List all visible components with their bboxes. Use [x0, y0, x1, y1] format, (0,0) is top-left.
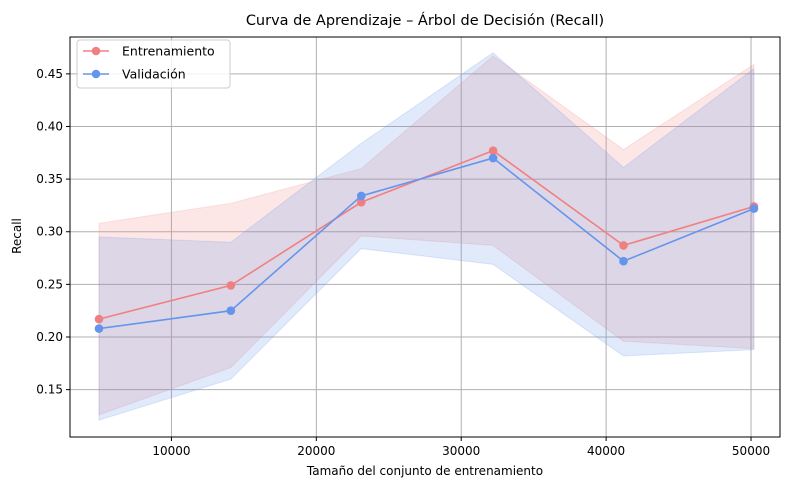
data-point [749, 204, 759, 213]
x-axis-label: Tamaño del conjunto de entrenamiento [306, 464, 543, 478]
x-tick-label: 10000 [152, 444, 190, 458]
confidence-band [98, 55, 755, 416]
y-tick-label: 0.25 [36, 277, 63, 291]
y-tick-label: 0.20 [36, 330, 63, 344]
legend-box [76, 39, 231, 89]
y-tick-label: 0.45 [36, 67, 63, 81]
plot-area: 10000 20000 30000 40000 50000 0.15 0.20 0.25 0.3… [36, 36, 781, 458]
legend-label: Validación [122, 67, 186, 82]
y-tick-label: 0.35 [36, 172, 63, 186]
legend: Entrenamiento Validación [76, 39, 231, 89]
legend-label: Entrenamiento [122, 44, 215, 59]
data-point [356, 191, 366, 201]
series-line [98, 157, 755, 330]
x-tick-label: 50000 [732, 444, 770, 458]
legend-marker [91, 69, 101, 79]
data-point [226, 306, 236, 315]
confidence-band [98, 52, 755, 421]
y-tick-label: 0.15 [36, 383, 63, 397]
x-tick-label: 20000 [297, 444, 335, 458]
x-tick-label: 30000 [442, 444, 480, 458]
data-point [619, 241, 628, 250]
data-point [488, 153, 498, 163]
y-tick-label: 0.30 [36, 225, 63, 239]
data-point [619, 256, 628, 266]
data-point [94, 314, 104, 324]
y-tick-label: 0.40 [36, 119, 63, 133]
legend-marker [91, 46, 101, 56]
x-tick-label: 40000 [587, 444, 625, 458]
data-point [356, 197, 366, 207]
axes-frame [69, 36, 781, 438]
y-axis-label: Recall [10, 218, 24, 254]
chart-title: Curva de Aprendizaje – Árbol de Decisión… [246, 12, 604, 29]
data-point [226, 281, 236, 290]
data-point [488, 146, 498, 155]
data-point [94, 324, 104, 333]
